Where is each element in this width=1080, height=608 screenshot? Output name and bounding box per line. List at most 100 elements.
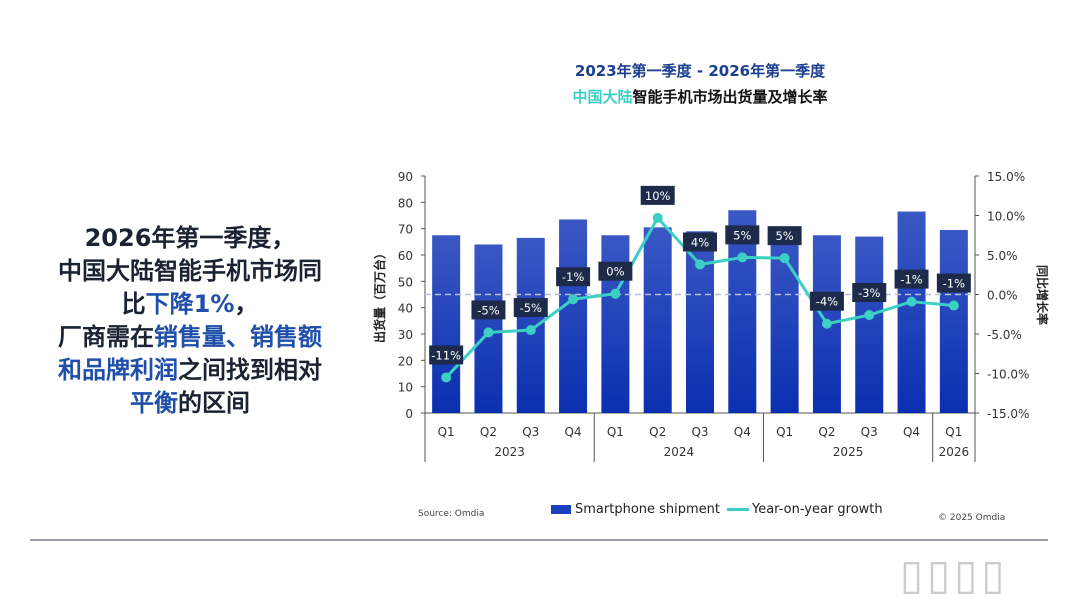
highlight-text: 平衡 bbox=[130, 389, 178, 417]
bar bbox=[939, 229, 968, 413]
text-segment: 中国大陆智能手机市场同 bbox=[58, 257, 322, 285]
data-label-bg bbox=[471, 300, 506, 320]
headline-line: 平衡的区间 bbox=[20, 387, 360, 420]
chart-title: 2023年第一季度 - 2026年第一季度 bbox=[574, 62, 826, 80]
data-label: 5% bbox=[733, 228, 751, 242]
text-segment: 比 bbox=[121, 290, 146, 318]
y2-tick-label: 0.0% bbox=[987, 289, 1018, 303]
highlight-text: 下降1% bbox=[145, 290, 235, 318]
source-note: Source: Omdia bbox=[418, 509, 485, 519]
data-label: -5% bbox=[520, 301, 542, 315]
data-label-bg bbox=[725, 225, 760, 245]
growth-point bbox=[525, 325, 536, 336]
data-label: -5% bbox=[477, 303, 499, 317]
text-segment: 之间找到相对 bbox=[178, 356, 322, 384]
y-tick-label: 80 bbox=[398, 196, 413, 210]
y-tick-label: 30 bbox=[398, 328, 413, 342]
copyright: © 2025 Omdia bbox=[938, 513, 1006, 523]
y2-tick-label: 5.0% bbox=[987, 249, 1018, 263]
growth-point bbox=[568, 294, 579, 305]
data-label-bg bbox=[429, 345, 464, 365]
y-tick-label: 10 bbox=[398, 381, 413, 395]
data-label-bg bbox=[640, 185, 675, 205]
highlight-text: 销售量、销售额 bbox=[154, 323, 322, 351]
bar bbox=[855, 236, 884, 413]
text-segment: 2026年第一季度， bbox=[84, 224, 296, 252]
growth-point bbox=[695, 259, 705, 270]
x-tick-label: Q2 bbox=[480, 425, 497, 439]
bar bbox=[897, 211, 926, 413]
legend-growth: Year-on-year growth bbox=[727, 502, 883, 517]
legend-line-swatch bbox=[727, 508, 749, 511]
x-tick-label: Q2 bbox=[649, 425, 666, 439]
data-label: 5% bbox=[775, 229, 793, 243]
legend-shipment: Smartphone shipment bbox=[551, 502, 720, 517]
watermark-logo: ▯▯▯▯ bbox=[900, 550, 1009, 599]
legend-bar-swatch bbox=[551, 505, 571, 514]
highlight-text: 和品牌利润 bbox=[58, 356, 178, 384]
x-tick-label: Q2 bbox=[818, 425, 835, 439]
y-tick-label: 0 bbox=[405, 407, 413, 421]
data-label: -11% bbox=[431, 348, 461, 362]
y-tick-label: 20 bbox=[398, 354, 413, 368]
headline-line: 和品牌利润之间找到相对 bbox=[20, 354, 360, 387]
bar bbox=[559, 219, 588, 413]
x-tick-label: Q3 bbox=[522, 425, 539, 439]
y-tick-label: 70 bbox=[398, 223, 413, 237]
x-tick-label: Q4 bbox=[903, 425, 920, 439]
year-label: 2024 bbox=[664, 445, 695, 459]
growth-point bbox=[610, 288, 621, 299]
growth-point bbox=[441, 372, 452, 383]
data-label-bg bbox=[809, 291, 844, 311]
headline-line: 中国大陆智能手机市场同 bbox=[20, 255, 360, 288]
data-label-bg bbox=[936, 273, 971, 293]
headline-line: 2026年第一季度， bbox=[20, 222, 360, 255]
data-label-bg bbox=[556, 267, 591, 287]
headline-line: 比下降1%， bbox=[20, 288, 360, 321]
growth-point bbox=[948, 300, 959, 311]
year-label: 2025 bbox=[833, 445, 864, 459]
subtitle-accent: 中国大陆 bbox=[572, 88, 633, 106]
y-tick-label: 90 bbox=[398, 170, 413, 184]
x-tick-label: Q1 bbox=[776, 425, 793, 439]
growth-point bbox=[652, 212, 663, 223]
text-segment: 厂商需在 bbox=[58, 323, 154, 351]
data-label-bg bbox=[767, 226, 802, 246]
y2-tick-label: 15.0% bbox=[987, 170, 1025, 184]
legend-shipment-label: Smartphone shipment bbox=[575, 502, 721, 517]
text-segment: 的区间 bbox=[178, 389, 250, 417]
data-label: 4% bbox=[691, 235, 709, 249]
x-tick-label: Q1 bbox=[607, 425, 624, 439]
data-label: 0% bbox=[606, 265, 624, 279]
bar bbox=[686, 231, 714, 413]
chart-subtitle: 中国大陆智能手机市场出货量及增长率 bbox=[440, 86, 960, 107]
y2-tick-label: 10.0% bbox=[987, 210, 1025, 224]
year-label: 2026 bbox=[939, 445, 970, 459]
data-label-bg bbox=[852, 283, 887, 303]
growth-point bbox=[779, 253, 790, 264]
data-label-bg bbox=[683, 232, 717, 252]
y-tick-label: 60 bbox=[398, 249, 413, 263]
growth-point bbox=[483, 327, 494, 338]
growth-point bbox=[737, 252, 748, 263]
data-label-bg bbox=[894, 269, 929, 289]
headline-line: 厂商需在销售量、销售额 bbox=[20, 321, 360, 354]
y2-tick-label: -10.0% bbox=[987, 368, 1029, 382]
x-tick-label: Q3 bbox=[861, 425, 878, 439]
y-tick-label: 50 bbox=[398, 275, 413, 289]
growth-point bbox=[906, 296, 917, 307]
x-tick-label: Q4 bbox=[565, 425, 582, 439]
data-label-bg bbox=[598, 261, 633, 281]
x-tick-label: Q4 bbox=[734, 425, 751, 439]
data-label: -1% bbox=[562, 270, 584, 284]
y-tick-label: 40 bbox=[398, 302, 413, 316]
data-label: -4% bbox=[816, 295, 838, 309]
year-label: 2023 bbox=[494, 445, 525, 459]
subtitle-rest: 智能手机市场出货量及增长率 bbox=[632, 88, 828, 106]
text-segment: ， bbox=[234, 290, 259, 318]
data-label: 10% bbox=[645, 189, 671, 203]
data-label: -1% bbox=[943, 277, 965, 291]
data-label-bg bbox=[513, 298, 548, 318]
x-tick-label: Q1 bbox=[438, 425, 455, 439]
bar bbox=[432, 235, 461, 413]
